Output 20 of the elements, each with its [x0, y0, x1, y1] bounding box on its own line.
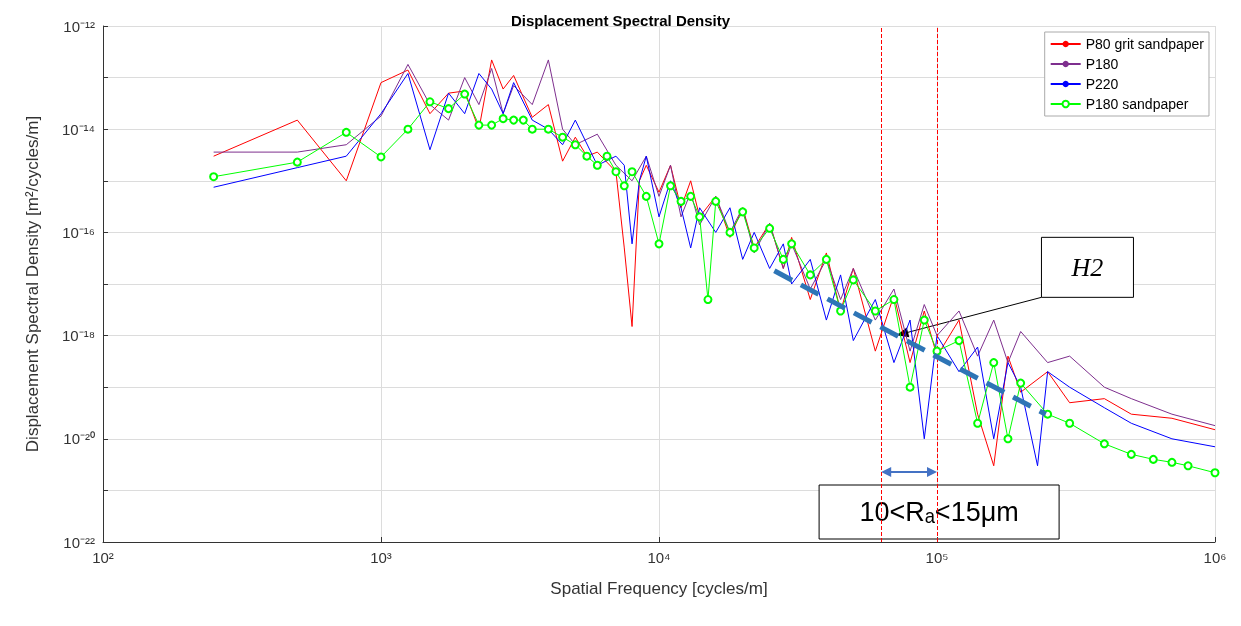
chart-title: Displacement Spectral Density: [510, 12, 731, 29]
legend-label: P220: [1085, 76, 1119, 92]
annotation: 10<Rₐ<15μm: [859, 497, 1019, 527]
y-tick-label: 10⁻¹⁶: [62, 223, 95, 241]
x-tick-label: 10²: [92, 549, 114, 566]
x-tick-label: 10³: [370, 549, 392, 566]
legend-label: P180: [1085, 56, 1119, 72]
y-tick-label: 10⁻¹²: [63, 17, 95, 35]
x-axis-title: Spatial Frequency [cycles/m]: [550, 579, 768, 598]
legend-label: P80 grit sandpaper: [1085, 36, 1205, 52]
x-tick-label: 10⁶: [1203, 549, 1227, 566]
y-axis-title: Displacement Spectral Density [m²/cycles/m]: [23, 115, 42, 453]
legend-label: P180 sandpaper: [1085, 96, 1189, 112]
y-tick-label: 10⁻²⁰: [63, 430, 95, 448]
y-tick-label: 10⁻¹⁸: [61, 327, 95, 345]
annotation: H2: [1070, 252, 1104, 282]
y-tick-label: 10⁻²²: [63, 533, 95, 551]
x-tick-label: 10⁴: [647, 549, 671, 566]
y-tick-label: 10⁻¹⁴: [61, 120, 95, 138]
x-tick-label: 10⁵: [925, 549, 949, 566]
